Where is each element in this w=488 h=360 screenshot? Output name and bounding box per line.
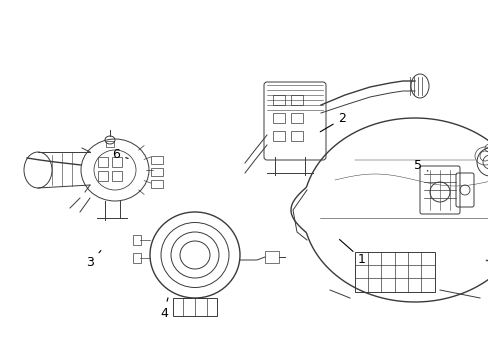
Bar (272, 95, 285, 105)
Bar (133, 253, 141, 263)
Text: 5: 5 (413, 159, 427, 172)
Bar (151, 156, 163, 164)
Bar (173, 298, 217, 316)
Bar (98, 157, 108, 167)
Bar (290, 95, 303, 105)
Bar (112, 171, 122, 181)
Bar (151, 180, 163, 188)
Bar (112, 157, 122, 167)
Bar (98, 171, 108, 181)
Bar (264, 251, 279, 263)
Bar (106, 141, 114, 147)
Bar (354, 252, 434, 292)
Bar (272, 113, 285, 123)
Bar (290, 113, 303, 123)
Bar (133, 235, 141, 245)
Bar (272, 131, 285, 141)
Text: 4: 4 (160, 298, 168, 320)
Bar (151, 168, 163, 176)
Text: 6: 6 (112, 148, 128, 161)
Text: 3: 3 (86, 251, 101, 269)
Text: 2: 2 (320, 112, 346, 132)
Text: 1: 1 (339, 239, 365, 266)
Bar (290, 131, 303, 141)
